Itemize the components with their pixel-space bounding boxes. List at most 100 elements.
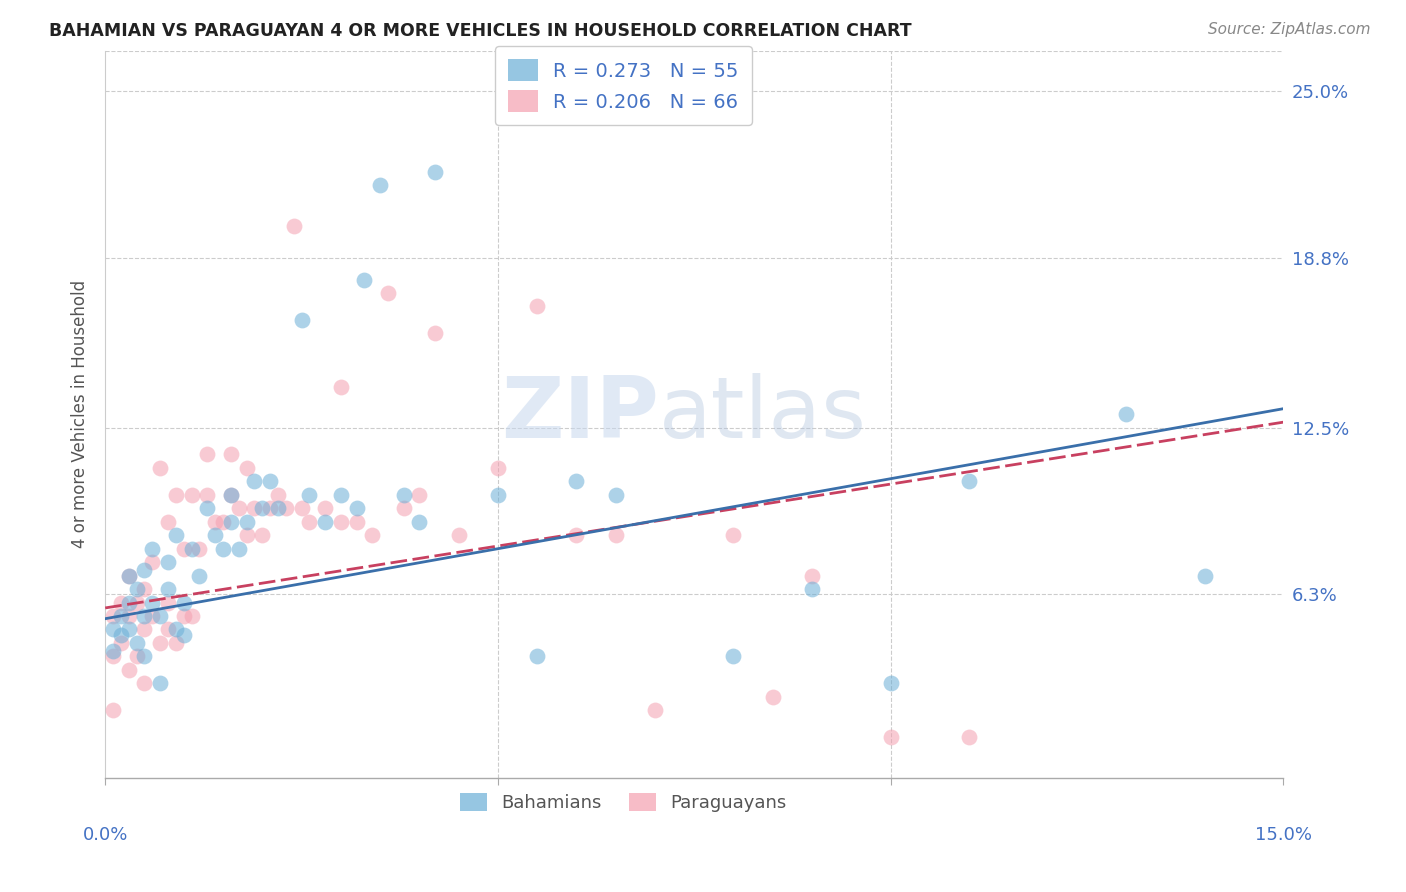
Point	[252, 528, 274, 542]
Y-axis label: 4 or more Vehicles in Household: 4 or more Vehicles in Household	[72, 280, 89, 549]
Point	[212, 541, 235, 556]
Point	[243, 501, 266, 516]
Text: 0.0%: 0.0%	[83, 826, 128, 844]
Point	[1194, 568, 1216, 582]
Point	[314, 515, 336, 529]
Point	[134, 623, 156, 637]
Point	[879, 676, 901, 690]
Point	[879, 730, 901, 744]
Point	[392, 501, 415, 516]
Point	[134, 609, 156, 624]
Point	[101, 644, 124, 658]
Point	[157, 596, 180, 610]
Text: 15.0%: 15.0%	[1254, 826, 1312, 844]
Point	[118, 623, 141, 637]
Point	[134, 563, 156, 577]
Point	[243, 475, 266, 489]
Point	[149, 636, 172, 650]
Point	[486, 461, 509, 475]
Point	[329, 488, 352, 502]
Point	[195, 448, 218, 462]
Point	[188, 568, 211, 582]
Point	[212, 515, 235, 529]
Point	[125, 582, 148, 596]
Text: ZIP: ZIP	[501, 373, 659, 456]
Point	[298, 515, 321, 529]
Text: atlas: atlas	[659, 373, 868, 456]
Point	[723, 528, 745, 542]
Point	[392, 488, 415, 502]
Point	[283, 219, 305, 233]
Point	[173, 609, 195, 624]
Point	[329, 380, 352, 394]
Point	[219, 488, 242, 502]
Point	[377, 285, 399, 300]
Point	[141, 555, 163, 569]
Point	[723, 649, 745, 664]
Point	[204, 515, 226, 529]
Point	[188, 541, 211, 556]
Point	[180, 541, 202, 556]
Point	[157, 582, 180, 596]
Point	[134, 676, 156, 690]
Point	[314, 501, 336, 516]
Point	[118, 596, 141, 610]
Point	[173, 628, 195, 642]
Point	[267, 501, 290, 516]
Point	[157, 623, 180, 637]
Point	[101, 703, 124, 717]
Point	[423, 165, 446, 179]
Point	[125, 636, 148, 650]
Point	[235, 528, 257, 542]
Point	[447, 528, 470, 542]
Point	[408, 515, 430, 529]
Point	[195, 488, 218, 502]
Point	[329, 515, 352, 529]
Point	[605, 528, 627, 542]
Point	[157, 515, 180, 529]
Point	[259, 501, 281, 516]
Point	[204, 528, 226, 542]
Point	[134, 649, 156, 664]
Point	[165, 636, 187, 650]
Point	[346, 501, 368, 516]
Point	[801, 568, 824, 582]
Point	[101, 609, 124, 624]
Point	[118, 609, 141, 624]
Point	[125, 596, 148, 610]
Point	[219, 448, 242, 462]
Point	[141, 541, 163, 556]
Point	[173, 596, 195, 610]
Point	[165, 528, 187, 542]
Point	[165, 488, 187, 502]
Text: BAHAMIAN VS PARAGUAYAN 4 OR MORE VEHICLES IN HOUSEHOLD CORRELATION CHART: BAHAMIAN VS PARAGUAYAN 4 OR MORE VEHICLE…	[49, 22, 912, 40]
Point	[101, 623, 124, 637]
Point	[361, 528, 384, 542]
Point	[423, 326, 446, 341]
Point	[267, 488, 290, 502]
Point	[368, 178, 391, 193]
Point	[346, 515, 368, 529]
Point	[180, 609, 202, 624]
Point	[118, 568, 141, 582]
Point	[290, 313, 312, 327]
Point	[180, 488, 202, 502]
Point	[149, 609, 172, 624]
Point	[353, 272, 375, 286]
Point	[259, 475, 281, 489]
Point	[149, 676, 172, 690]
Point	[110, 636, 132, 650]
Point	[125, 649, 148, 664]
Point	[195, 501, 218, 516]
Point	[141, 609, 163, 624]
Point	[110, 596, 132, 610]
Point	[605, 488, 627, 502]
Point	[801, 582, 824, 596]
Point	[565, 528, 588, 542]
Text: Source: ZipAtlas.com: Source: ZipAtlas.com	[1208, 22, 1371, 37]
Point	[957, 730, 980, 744]
Point	[298, 488, 321, 502]
Point	[118, 568, 141, 582]
Point	[165, 623, 187, 637]
Point	[149, 461, 172, 475]
